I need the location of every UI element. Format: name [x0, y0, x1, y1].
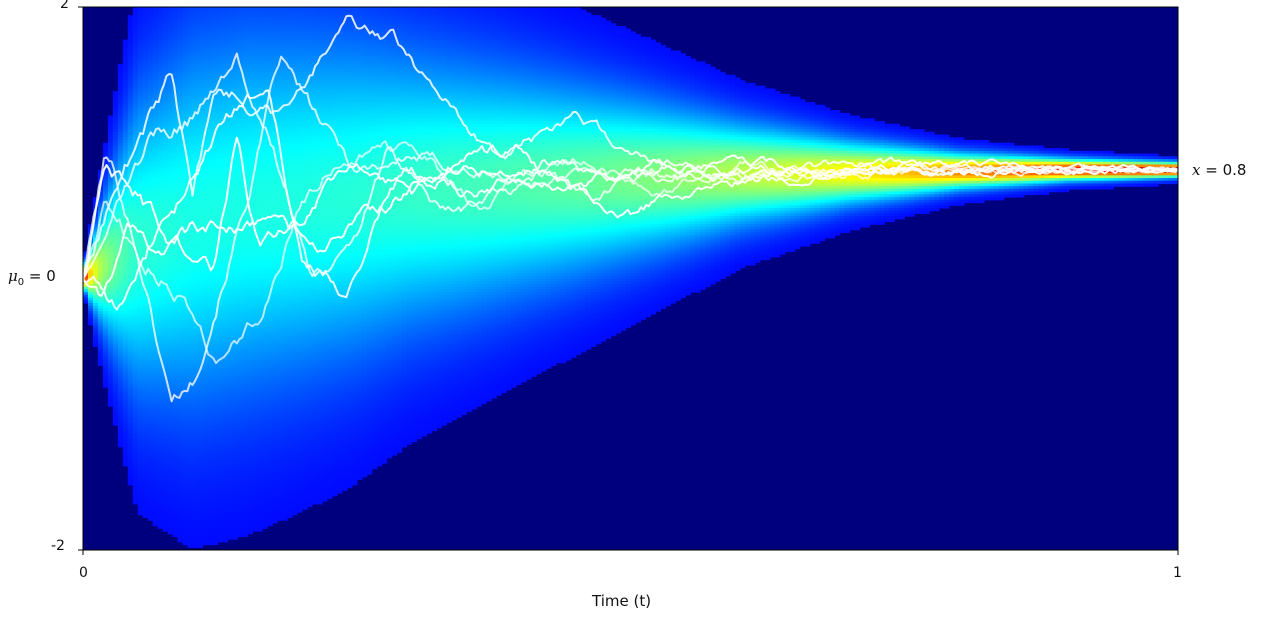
density-cell — [197, 545, 203, 548]
density-cell — [128, 482, 134, 485]
density-cell — [153, 523, 159, 526]
density-cell — [158, 526, 164, 529]
density-cell — [113, 422, 119, 425]
density-cell — [178, 539, 184, 542]
density-cell — [202, 542, 208, 545]
density-cell — [188, 545, 194, 548]
density-cell — [83, 300, 89, 303]
density-cell — [168, 531, 174, 534]
density-cell — [118, 444, 124, 447]
density-cell — [148, 517, 154, 520]
density-cell — [183, 542, 189, 545]
density-cell — [212, 542, 218, 545]
density-cell — [217, 539, 223, 542]
density-cell — [98, 363, 104, 366]
density-cell — [163, 528, 169, 531]
density-cell — [138, 512, 144, 515]
density-cell — [173, 534, 179, 537]
density-cell — [222, 539, 228, 542]
density-cell — [133, 501, 139, 504]
density-cell — [88, 322, 94, 325]
density-cell — [143, 515, 149, 518]
density-cell — [103, 384, 109, 387]
density-cell — [123, 463, 129, 466]
density-cell — [93, 344, 99, 347]
density-cell — [193, 545, 199, 548]
density-cell — [207, 542, 213, 545]
density-cell — [227, 536, 233, 539]
density-cell — [108, 403, 114, 406]
